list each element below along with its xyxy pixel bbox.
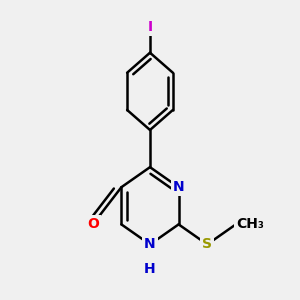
Text: H: H xyxy=(144,262,156,276)
Text: I: I xyxy=(147,20,153,34)
Text: CH₃: CH₃ xyxy=(236,218,264,231)
Text: S: S xyxy=(202,237,212,251)
Text: N: N xyxy=(173,180,184,194)
Text: O: O xyxy=(87,218,99,231)
Text: N: N xyxy=(144,237,156,251)
